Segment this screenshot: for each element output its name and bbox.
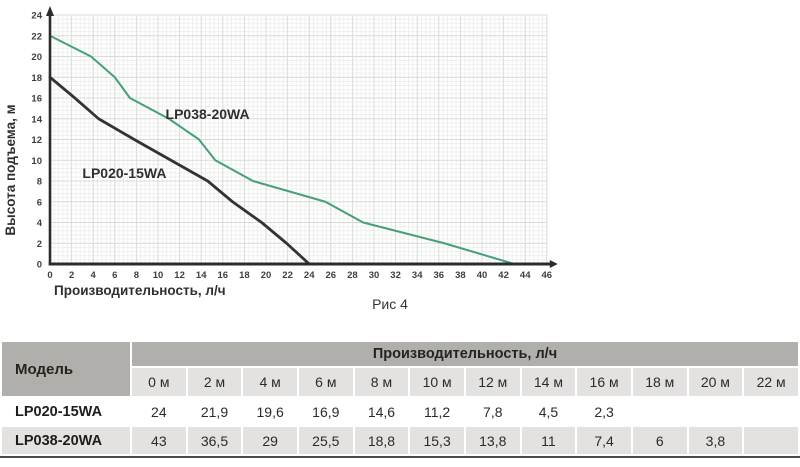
value-cell: 18,8 (354, 427, 409, 454)
x-tick-label: 44 (520, 270, 531, 281)
y-tick-label: 2 (37, 239, 42, 250)
x-tick-label: 38 (455, 270, 466, 281)
curves (48, 34, 516, 266)
value-cell: 11,2 (424, 403, 451, 420)
value-cell (633, 398, 687, 425)
table-row: LP038-20WA 43 36,5 29 25,5 18,8 15,3 13,… (2, 427, 798, 454)
x-tick-label: 28 (347, 270, 358, 281)
column-header: 6 м (298, 368, 353, 396)
column-header: 0 м (132, 368, 186, 396)
x-tick-label: 30 (369, 270, 380, 281)
column-header: 14 м (521, 368, 576, 396)
value-cell: 16,9 (312, 403, 340, 420)
x-axis-label: Производительность, л/ч (54, 283, 226, 298)
model-column-header: Модель (2, 342, 130, 396)
value-cell (744, 427, 798, 454)
value-cell: 24 (151, 403, 167, 420)
y-tick-label: 8 (37, 177, 42, 188)
value-cell: 13,8 (465, 427, 520, 454)
x-tick-label: 8 (134, 270, 139, 281)
value-cell: 21,9 (200, 403, 229, 420)
column-header: 2 м (187, 368, 242, 396)
column-header: 4 м (243, 368, 297, 396)
x-tick-label: 42 (498, 270, 509, 281)
column-header: 12 м (465, 368, 520, 396)
x-tick-label: 18 (239, 270, 250, 281)
column-header: 10 м (410, 368, 464, 396)
y-tick-label: 6 (37, 197, 42, 208)
x-tick-label: 20 (261, 270, 272, 281)
curve-label-LP038-20WA: LP038-20WA (166, 106, 250, 122)
column-header: 22 м (744, 368, 798, 396)
figure-caption: Рис 4 (372, 296, 408, 312)
value-cell: 19,6 (256, 403, 284, 420)
x-tick-label: 32 (390, 270, 401, 281)
group-header: Производительность, л/ч (132, 342, 798, 366)
model-cell: LP038-20WA (2, 427, 130, 454)
y-tick-label: 0 (37, 260, 42, 271)
y-tick-label: 18 (31, 73, 42, 84)
table-row: LP020-15WA 24 21,9 19,6 16,9 14,6 11,2 7… (2, 398, 798, 425)
y-tick-label: 24 (31, 11, 42, 22)
x-tick-label: 36 (434, 270, 445, 281)
x-tick-label: 10 (153, 270, 164, 281)
x-tick-label: 40 (477, 270, 488, 281)
performance-table-section: Модель Производительность, л/ч 0 м 2 м 4… (0, 340, 800, 458)
pump-curves-chart-section: LP020-15WA LP038-20WA 0 2 4 6 8 10 12 14 16 18 20 22 2… (3, 6, 558, 312)
y-tick-label: 20 (31, 52, 42, 63)
column-header: 18 м (632, 368, 687, 396)
value-cell: 6 (632, 427, 687, 454)
value-cell: 11 (521, 427, 576, 454)
value-cell (744, 398, 798, 425)
x-tick-label: 26 (326, 270, 337, 281)
x-tick-label: 16 (218, 270, 229, 281)
y-tick-label: 4 (37, 218, 43, 229)
y-tick-label: 14 (31, 114, 42, 125)
value-cell: 15,3 (410, 427, 464, 454)
column-header: 8 м (354, 368, 409, 396)
axes (46, 6, 558, 268)
y-tick-label: 16 (31, 94, 42, 105)
y-tick-label: 12 (31, 135, 42, 146)
value-cell: 14,6 (367, 403, 396, 420)
value-cell: 43 (132, 427, 186, 454)
x-tick-label: 0 (47, 270, 52, 281)
column-header: 16 м (577, 368, 631, 396)
column-header: 20 м (688, 368, 743, 396)
value-cell: 4,5 (538, 403, 559, 420)
model-cell: LP020-15WA (15, 403, 103, 420)
value-cell: 7,4 (577, 427, 631, 454)
value-cell (689, 398, 743, 425)
x-tick-label: 46 (542, 270, 553, 281)
curve-LP020-15WA (48, 75, 311, 266)
value-cell: 3,8 (688, 427, 743, 454)
value-cell: 36,5 (187, 427, 242, 454)
x-tick-label: 6 (112, 270, 117, 281)
x-tick-label: 12 (174, 270, 185, 281)
value-cell: 29 (243, 427, 297, 454)
value-cell: 25,5 (298, 427, 353, 454)
x-tick-label: 24 (304, 270, 315, 281)
value-cell: 7,8 (483, 403, 503, 420)
table-bottom-border (0, 456, 800, 458)
x-tick-label: 14 (196, 270, 207, 281)
x-tick-label: 4 (91, 270, 97, 281)
y-tick-label: 10 (31, 156, 42, 167)
curve-LP038-20WA (49, 34, 516, 265)
column-header-row: 0 м 2 м 4 м 6 м 8 м 10 м 12 м 14 м 16 м … (2, 368, 798, 396)
y-tick-label: 22 (31, 31, 42, 42)
x-tick-label: 34 (412, 270, 423, 281)
y-axis-label: Высота подъема, м (3, 104, 18, 235)
performance-table: Модель Производительность, л/ч 0 м 2 м 4… (0, 340, 800, 456)
value-cell: 2,3 (594, 403, 614, 420)
curve-label-LP020-15WA: LP020-15WA (82, 165, 166, 181)
x-tick-label: 22 (282, 270, 293, 281)
x-tick-label: 2 (69, 270, 74, 281)
